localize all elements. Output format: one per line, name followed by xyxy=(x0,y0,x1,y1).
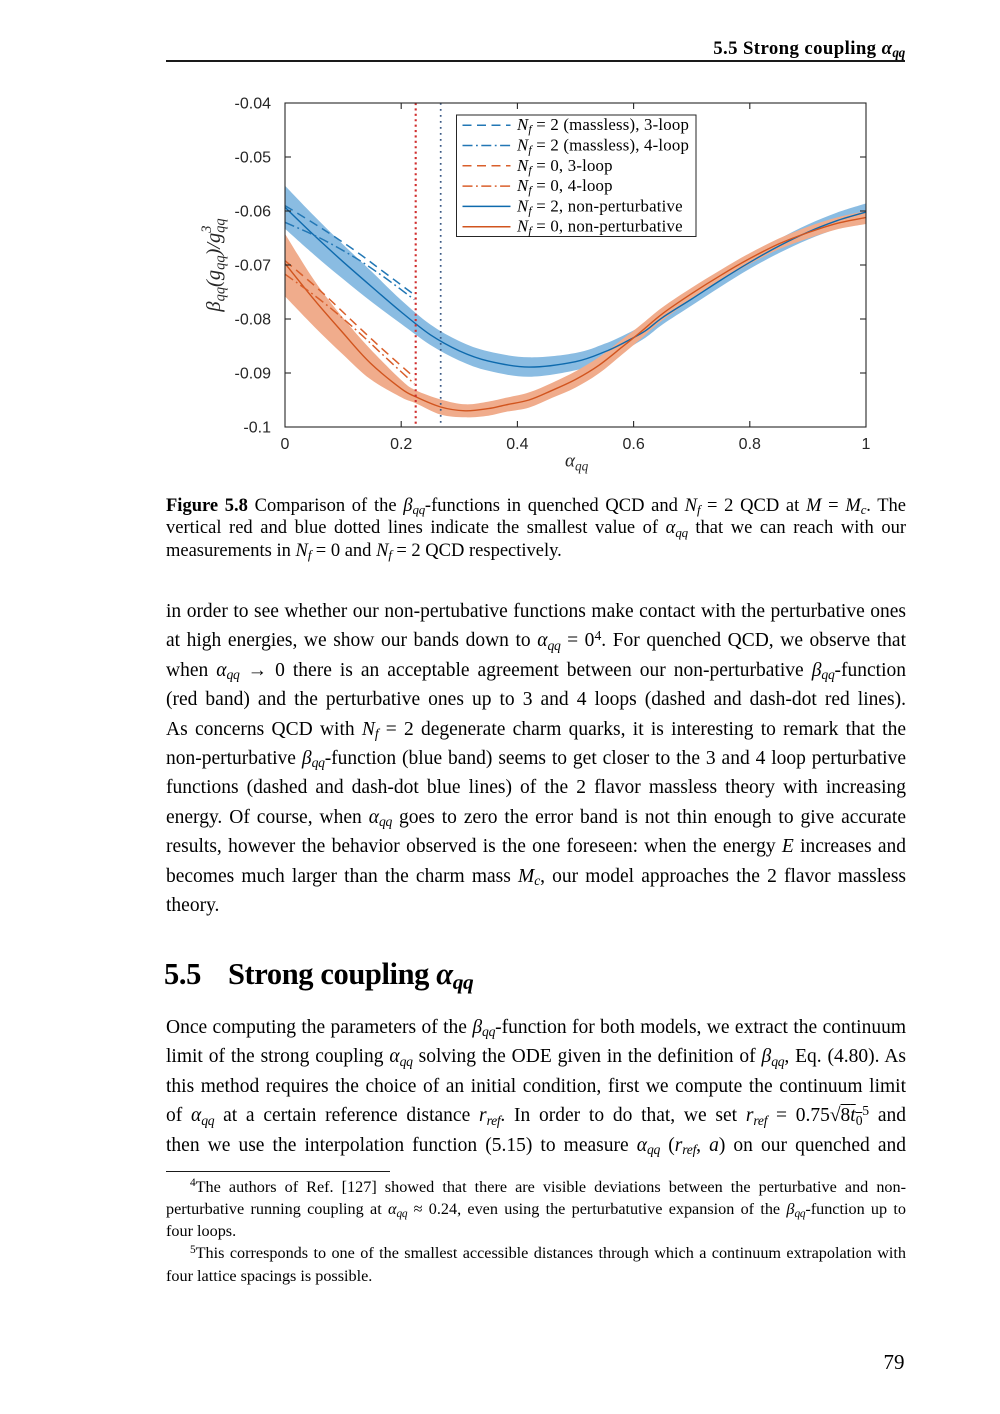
svg-text:0.8: 0.8 xyxy=(739,436,761,453)
svg-text:βqq(gqq)/g3qq: βqq(gqq)/g3qq xyxy=(199,218,229,312)
svg-text:-0.08: -0.08 xyxy=(235,312,272,329)
svg-text:-0.07: -0.07 xyxy=(235,258,272,275)
svg-text:-0.05: -0.05 xyxy=(235,150,272,167)
svg-text:Nf = 2 (massless), 4-loop: Nf = 2 (massless), 4-loop xyxy=(516,136,689,157)
svg-text:0: 0 xyxy=(281,436,290,453)
svg-text:-0.06: -0.06 xyxy=(235,204,272,221)
svg-text:1: 1 xyxy=(862,436,871,453)
svg-text:αqq: αqq xyxy=(565,451,589,474)
svg-text:-0.09: -0.09 xyxy=(235,366,272,383)
svg-text:Nf = 0, non-perturbative: Nf = 0, non-perturbative xyxy=(516,217,683,238)
svg-text:0.2: 0.2 xyxy=(390,436,412,453)
svg-text:0.6: 0.6 xyxy=(622,436,644,453)
svg-text:Nf = 0, 3-loop: Nf = 0, 3-loop xyxy=(516,156,613,177)
svg-text:Nf = 2 (massless), 3-loop: Nf = 2 (massless), 3-loop xyxy=(516,115,689,136)
svg-text:Nf = 0, 4-loop: Nf = 0, 4-loop xyxy=(516,176,613,197)
svg-text:-0.04: -0.04 xyxy=(235,96,272,113)
svg-text:-0.1: -0.1 xyxy=(243,420,271,437)
svg-text:Nf = 2, non-perturbative: Nf = 2, non-perturbative xyxy=(516,196,683,217)
svg-text:0.4: 0.4 xyxy=(506,436,528,453)
